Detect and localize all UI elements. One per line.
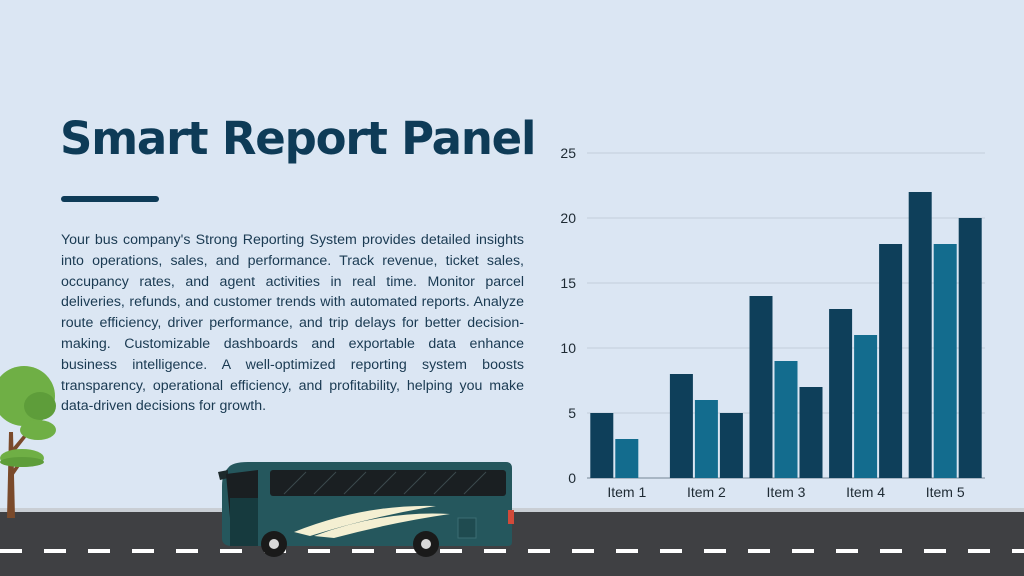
y-tick-label: 25 xyxy=(560,145,576,161)
y-tick-label: 5 xyxy=(568,405,576,421)
tree-icon xyxy=(0,366,56,518)
slide-description: Your bus company's Strong Reporting Syst… xyxy=(61,232,524,415)
bar xyxy=(669,374,693,478)
y-tick-label: 0 xyxy=(568,470,576,486)
bar xyxy=(829,309,853,478)
bar xyxy=(854,335,878,478)
y-tick-label: 20 xyxy=(560,210,576,226)
bar xyxy=(774,361,798,478)
bar xyxy=(879,244,903,478)
bus-icon xyxy=(218,462,514,557)
bar xyxy=(799,387,823,478)
bar xyxy=(933,244,957,478)
slide-title: Smart Report Panel xyxy=(60,112,536,165)
bar xyxy=(958,218,982,478)
x-tick-label: Item 4 xyxy=(846,484,885,500)
x-tick-label: Item 5 xyxy=(926,484,965,500)
title-underline xyxy=(61,196,159,202)
x-tick-label: Item 3 xyxy=(767,484,806,500)
y-tick-label: 15 xyxy=(560,275,576,291)
bar xyxy=(719,413,743,478)
bar xyxy=(590,413,614,478)
x-tick-label: Item 2 xyxy=(687,484,726,500)
bar-chart: 0 5 10 15 20 25 Item 1 Item 2 Item 3 Item 4 Item 5 xyxy=(560,145,985,500)
bar xyxy=(749,296,773,478)
bar xyxy=(908,192,932,478)
bar xyxy=(694,400,718,478)
road-lane-markings xyxy=(0,549,1024,553)
x-tick-label: Item 1 xyxy=(607,484,646,500)
bar xyxy=(615,439,639,478)
y-tick-label: 10 xyxy=(560,340,576,356)
